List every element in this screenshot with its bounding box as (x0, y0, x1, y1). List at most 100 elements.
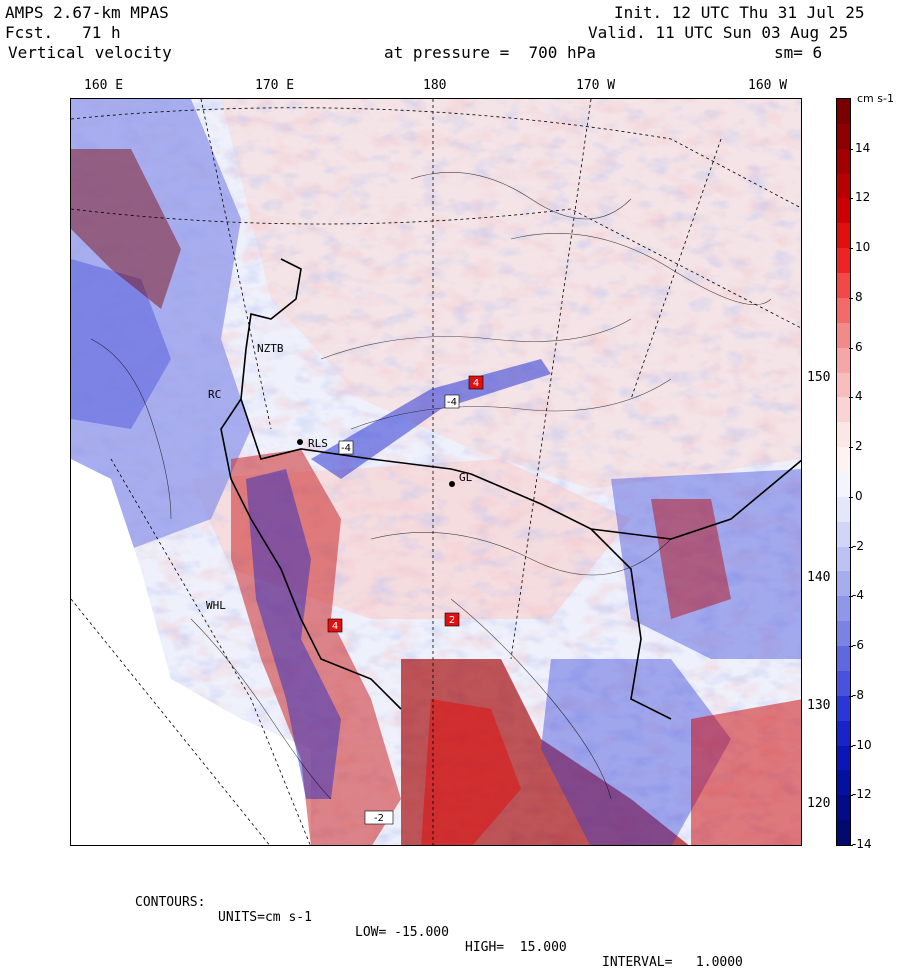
init-time: Init. 12 UTC Thu 31 Jul 25 (614, 3, 865, 22)
field-name: Vertical velocity (8, 43, 172, 62)
svg-text:2: 2 (449, 615, 455, 626)
forecast-hour: Fcst. 71 h (5, 23, 121, 42)
colorbar-tick-label: 14 (855, 140, 871, 155)
pressure-level: at pressure = 700 hPa (384, 43, 596, 62)
colorbar-tick (849, 447, 853, 449)
colorbar-segment (837, 695, 850, 722)
vertical-velocity-field: 4 -4 4 -4 2 -2 (71, 99, 801, 845)
colorbar-segment (837, 372, 850, 398)
lon-label-180: 180 (423, 78, 447, 93)
colorbar-segment (837, 322, 850, 349)
colorbar-segment (837, 571, 850, 597)
colorbar-segment (837, 447, 850, 473)
colorbar-segment (837, 248, 850, 274)
contour-info: CONTOURS: UNITS=cm s-1 LOW= -15.000 HIGH… (0, 880, 900, 970)
colorbar-tick-label: 2 (855, 439, 863, 454)
colorbar-tick (849, 148, 853, 150)
colorbar-unit: cm s-1 (857, 92, 894, 105)
colorbar-tick-label: 6 (855, 339, 863, 354)
colorbar-tick-label: 0 (855, 488, 863, 503)
colorbar-tick (849, 347, 853, 349)
colorbar-tick (849, 646, 853, 648)
contour-box-label: 4 (468, 375, 484, 390)
colorbar-segment (837, 646, 850, 672)
colorbar-segment (837, 223, 850, 249)
svg-text:4: 4 (473, 378, 479, 389)
colorbar-tick (849, 198, 853, 200)
colorbar-tick (849, 845, 853, 846)
colorbar-segment (837, 472, 850, 498)
colorbar-segment (837, 273, 850, 299)
colorbar-segment (837, 347, 850, 374)
colorbar-tick-label: -14 (852, 837, 872, 851)
colorbar-segment (837, 795, 850, 821)
contour-box-label: 4 (327, 618, 343, 633)
smoothing: sm= 6 (774, 43, 823, 62)
lon-label-160e: 160 E (84, 78, 124, 93)
colorbar-segment (837, 670, 850, 697)
contour-low: LOW= -15.000 (355, 925, 449, 940)
colorbar-segment (837, 148, 850, 175)
colorbar-tick-label: -10 (852, 737, 872, 752)
colorbar-tick-label: -6 (852, 638, 864, 653)
colorbar-segment (837, 770, 850, 796)
colorbar-segment (837, 546, 850, 572)
svg-text:-4: -4 (341, 443, 351, 454)
colorbar-segment (837, 397, 850, 423)
colorbar-tick-label: -2 (852, 538, 864, 553)
station-label-rls: RLS (308, 437, 328, 450)
colorbar-tick (849, 397, 853, 399)
contour-box-label: -4 (338, 440, 354, 455)
station-label-rc: RC (208, 388, 222, 401)
lon-label-170w: 170 W (576, 78, 616, 93)
colorbar-tick-label: 4 (855, 389, 863, 404)
colorbar-tick (849, 695, 853, 697)
colorbar-segment (837, 820, 850, 846)
colorbar-tick (849, 596, 853, 598)
colorbar-tick-label: -12 (852, 787, 872, 802)
colorbar-tick-label: -4 (852, 588, 864, 603)
colorbar-tick-label: 12 (855, 190, 871, 205)
colorbar-tick (849, 795, 853, 797)
svg-text:-2: -2 (374, 813, 384, 824)
colorbar-segment (837, 720, 850, 747)
contours-label: CONTOURS: (135, 895, 206, 910)
colorbar-segment (837, 297, 850, 324)
colorbar-segment (837, 422, 850, 448)
colorbar-segment (837, 745, 850, 771)
station-label-whl: WHL (206, 599, 226, 612)
colorbar-tick (849, 297, 853, 299)
colorbar-tick-label: -8 (852, 687, 864, 702)
contour-box-label: 2 (444, 612, 460, 627)
colorbar-segment (837, 496, 850, 523)
valid-time: Valid. 11 UTC Sun 03 Aug 25 (588, 23, 849, 42)
colorbar (836, 98, 851, 846)
contour-box-label: -4 (444, 394, 460, 409)
station-label-nztb: NZTB (257, 342, 284, 355)
contour-interval: INTERVAL= 1.0000 (602, 955, 743, 970)
lon-label-170e: 170 E (255, 78, 295, 93)
colorbar-segment (837, 99, 850, 125)
colorbar-segment (837, 123, 850, 150)
colorbar-tick (849, 496, 853, 498)
map-panel: 4 -4 4 -4 2 -2 (70, 98, 802, 846)
colorbar-tick (849, 248, 853, 250)
colorbar-tick-label: 8 (855, 289, 863, 304)
contour-box-label: -2 (364, 810, 394, 825)
colorbar-segment (837, 198, 850, 224)
model-title: AMPS 2.67-km MPAS (5, 3, 169, 22)
station-dot (297, 439, 303, 445)
station-label-gl: GL (459, 471, 473, 484)
svg-text:-4: -4 (447, 397, 457, 408)
colorbar-tick (849, 546, 853, 548)
colorbar-segment (837, 173, 850, 199)
colorbar-segment (837, 596, 850, 622)
colorbar-segment (837, 621, 850, 647)
lon-label-160w: 160 W (748, 78, 788, 93)
colorbar-tick (849, 745, 853, 747)
svg-text:4: 4 (332, 621, 338, 632)
colorbar-segment (837, 521, 850, 548)
contour-high: HIGH= 15.000 (465, 940, 567, 955)
colorbar-tick-label: 10 (855, 240, 871, 255)
contour-units: UNITS=cm s-1 (218, 910, 312, 925)
